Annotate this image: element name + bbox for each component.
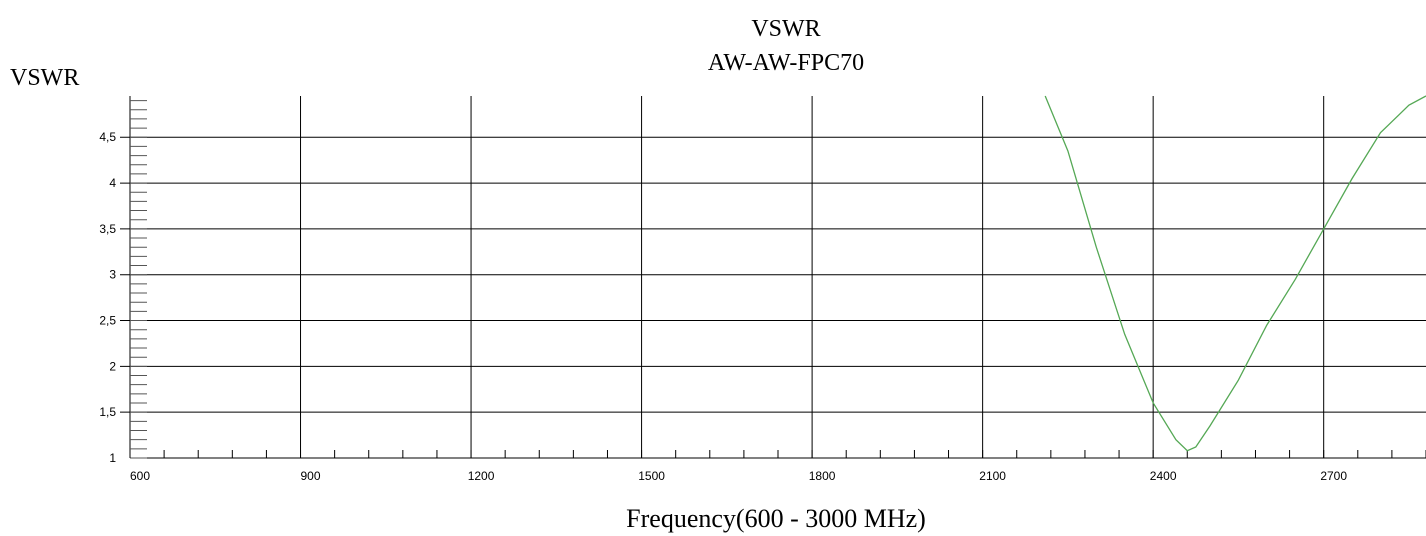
x-axis-label: Frequency(600 - 3000 MHz) xyxy=(626,504,926,533)
vswr-series-line xyxy=(1044,95,1426,452)
y-tick-label: 2 xyxy=(109,359,116,373)
y-tick-label: 4 xyxy=(109,176,116,190)
x-tick-label: 2700 xyxy=(1320,469,1347,483)
y-tick-label: 3,5 xyxy=(99,222,116,236)
chart-title: VSWR xyxy=(751,16,820,42)
x-tick-label: 2400 xyxy=(1150,469,1177,483)
chart-subtitle: AW-AW-FPC70 xyxy=(708,50,864,76)
x-tick-label: 600 xyxy=(130,469,150,483)
grid xyxy=(120,96,1426,459)
x-tick-label: 1500 xyxy=(638,469,665,483)
tick-labels: 1 1,5 2 2,5 3 3,5 4 4,5 600 900 1200 1500 1800 2100 24… xyxy=(99,130,1347,483)
y-axis-label: VSWR xyxy=(10,65,79,91)
x-tick-label: 900 xyxy=(301,469,321,483)
x-tick-label: 2100 xyxy=(979,469,1006,483)
y-tick-label: 2,5 xyxy=(99,314,116,328)
series-layer xyxy=(1044,95,1426,452)
y-tick-label: 1,5 xyxy=(99,405,116,419)
y-tick-label: 3 xyxy=(109,268,116,282)
x-tick-label: 1800 xyxy=(809,469,836,483)
y-tick-label: 1 xyxy=(109,451,116,465)
x-tick-label: 1200 xyxy=(468,469,495,483)
y-tick-label: 4,5 xyxy=(99,130,116,144)
